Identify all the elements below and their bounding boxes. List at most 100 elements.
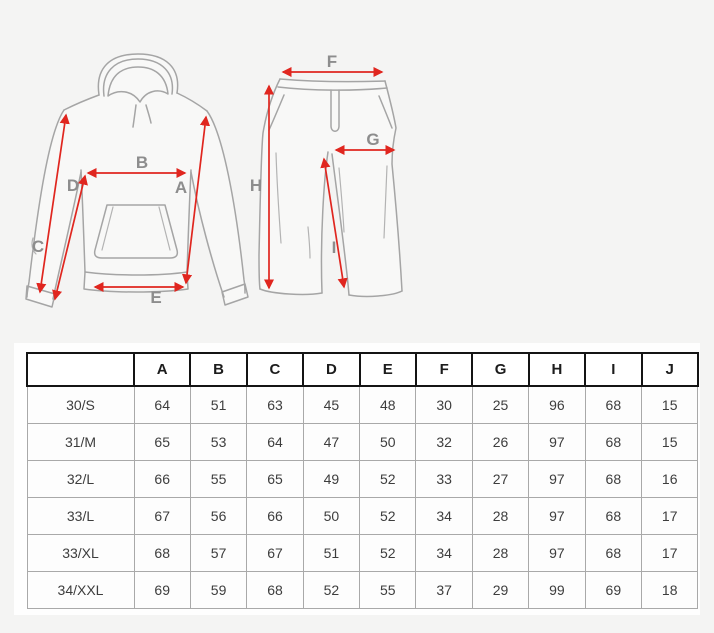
value-cell: 47: [302, 422, 361, 461]
value-cell: 65: [133, 422, 191, 461]
value-cell: 67: [133, 496, 191, 535]
value-cell: 66: [133, 459, 191, 498]
value-cell: 68: [246, 570, 304, 609]
value-cell: 18: [641, 570, 699, 609]
value-cell: 97: [528, 533, 586, 572]
column-header-J: J: [640, 352, 699, 387]
label-A: A: [175, 178, 187, 197]
value-cell: 68: [584, 533, 643, 572]
value-cell: 17: [641, 496, 699, 535]
value-cell: 64: [246, 422, 304, 461]
value-cell: 52: [302, 570, 361, 609]
value-cell: 97: [528, 422, 586, 461]
column-header-C: C: [245, 352, 305, 387]
value-cell: 17: [641, 533, 699, 572]
value-cell: 53: [189, 422, 248, 461]
label-C: C: [32, 237, 44, 256]
value-cell: 59: [189, 570, 248, 609]
value-cell: 68: [584, 385, 643, 424]
column-header-E: E: [358, 352, 417, 387]
value-cell: 68: [133, 533, 191, 572]
value-cell: 68: [584, 496, 643, 535]
value-cell: 45: [302, 385, 361, 424]
column-header-B: B: [189, 352, 248, 387]
value-cell: 99: [528, 570, 586, 609]
value-cell: 64: [133, 385, 191, 424]
measurement-diagram-svg: A B C D E: [25, 52, 403, 308]
value-cell: 16: [641, 459, 699, 498]
value-cell: 28: [471, 496, 530, 535]
value-cell: 34: [415, 496, 473, 535]
size-cell: 33/L: [26, 496, 135, 535]
value-cell: 32: [415, 422, 473, 461]
label-E: E: [150, 288, 161, 307]
value-cell: 37: [415, 570, 473, 609]
table-row: 33/L 67 56 66 50 52 34 28 97 68 17: [26, 496, 699, 535]
value-cell: 48: [359, 385, 417, 424]
value-cell: 33: [415, 459, 473, 498]
value-cell: 34: [415, 533, 473, 572]
value-cell: 96: [528, 385, 586, 424]
value-cell: 26: [471, 422, 530, 461]
value-cell: 27: [471, 459, 530, 498]
column-header-A: A: [132, 352, 192, 387]
value-cell: 49: [302, 459, 361, 498]
value-cell: 28: [471, 533, 530, 572]
value-cell: 29: [471, 570, 530, 609]
size-cell: 32/L: [26, 459, 135, 498]
value-cell: 69: [584, 570, 643, 609]
arrow-D: [52, 174, 88, 301]
column-header-F: F: [414, 352, 474, 387]
label-H: H: [250, 176, 262, 195]
corner-header-cell: [26, 352, 135, 387]
value-cell: 68: [584, 459, 643, 498]
value-cell: 55: [189, 459, 248, 498]
measurement-diagram: A B C D E: [25, 52, 403, 308]
pants-diagram: F G H I: [250, 52, 403, 298]
table-row: 33/XL 68 57 67 51 52 34 28 97 68 17: [26, 533, 699, 572]
column-header-G: G: [471, 352, 530, 387]
label-I: I: [332, 238, 337, 257]
value-cell: 51: [302, 533, 361, 572]
table-row: 31/M 65 53 64 47 50 32 26 97 68 15: [26, 422, 699, 461]
size-cell: 31/M: [26, 422, 135, 461]
value-cell: 25: [471, 385, 530, 424]
value-cell: 50: [359, 422, 417, 461]
value-cell: 67: [246, 533, 304, 572]
size-cell: 30/S: [26, 385, 135, 424]
value-cell: 15: [641, 385, 699, 424]
size-cell: 34/XXL: [26, 570, 135, 609]
value-cell: 51: [189, 385, 248, 424]
value-cell: 52: [359, 459, 417, 498]
value-cell: 30: [415, 385, 473, 424]
value-cell: 97: [528, 496, 586, 535]
size-cell: 33/XL: [26, 533, 135, 572]
arrow-I: [320, 157, 348, 289]
label-B: B: [136, 153, 148, 172]
label-F: F: [327, 52, 337, 71]
value-cell: 97: [528, 459, 586, 498]
value-cell: 55: [359, 570, 417, 609]
value-cell: 50: [302, 496, 361, 535]
label-D: D: [67, 176, 79, 195]
label-G: G: [366, 130, 379, 149]
column-header-H: H: [527, 352, 587, 387]
value-cell: 69: [133, 570, 191, 609]
hoodie-diagram: A B C D E: [25, 53, 249, 308]
value-cell: 68: [584, 422, 643, 461]
value-cell: 63: [246, 385, 304, 424]
value-cell: 52: [359, 533, 417, 572]
arrow-A: [181, 115, 211, 285]
value-cell: 57: [189, 533, 248, 572]
value-cell: 56: [189, 496, 248, 535]
table-row: 34/XXL 69 59 68 52 55 37 29 99 69 18: [26, 570, 699, 609]
size-table-body: 30/S 64 51 63 45 48 30 25 96 68 15 31/M 65 53 64 47 50 32…: [26, 385, 699, 609]
value-cell: 65: [246, 459, 304, 498]
table-row: 30/S 64 51 63 45 48 30 25 96 68 15: [26, 385, 699, 424]
value-cell: 66: [246, 496, 304, 535]
table-row: 32/L 66 55 65 49 52 33 27 97 68 16: [26, 459, 699, 498]
